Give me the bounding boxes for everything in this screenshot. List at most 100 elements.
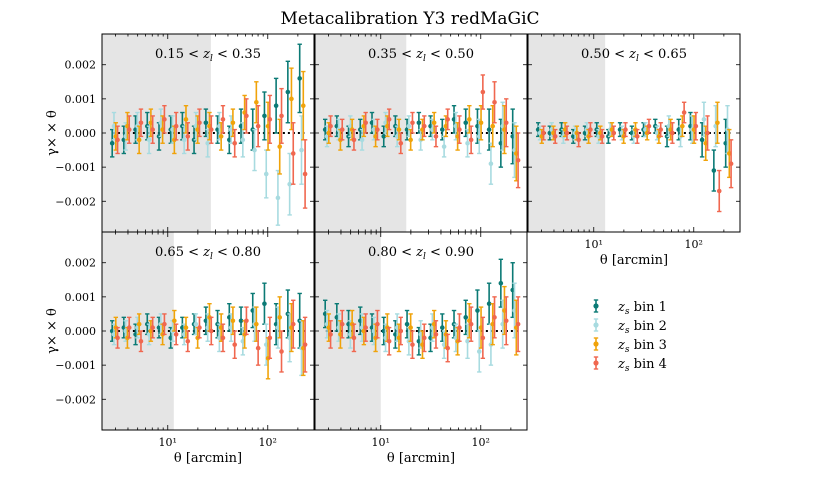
data-point bbox=[252, 147, 257, 153]
y-tick-label: −0.002 bbox=[55, 393, 96, 406]
x-tick-label: 10¹ bbox=[372, 436, 390, 449]
data-point bbox=[476, 349, 482, 354]
data-point bbox=[240, 137, 246, 143]
data-point bbox=[457, 325, 462, 330]
data-point bbox=[185, 338, 191, 344]
data-point bbox=[441, 144, 447, 149]
y-tick-label: −0.002 bbox=[55, 195, 96, 208]
panel-4: 0.65 < zl < 0.80 −0.002 −0.001 0.000 0.001 0.… bbox=[45, 231, 315, 466]
data-point bbox=[136, 321, 142, 327]
data-point bbox=[681, 110, 687, 115]
data-point bbox=[218, 134, 224, 139]
data-point bbox=[421, 123, 427, 129]
data-point bbox=[183, 325, 189, 330]
data-point bbox=[203, 120, 209, 126]
data-point bbox=[410, 120, 415, 126]
legend-marker bbox=[593, 303, 599, 309]
data-point bbox=[386, 338, 392, 344]
data-point bbox=[255, 123, 261, 129]
data-point bbox=[375, 127, 380, 132]
legend-label: zs bin 2 bbox=[617, 319, 667, 336]
data-point bbox=[467, 117, 472, 122]
data-point bbox=[150, 127, 155, 132]
data-point bbox=[115, 335, 120, 341]
data-point bbox=[150, 325, 155, 330]
data-point bbox=[109, 140, 115, 146]
data-point bbox=[208, 328, 214, 334]
data-point bbox=[431, 120, 437, 126]
data-point bbox=[279, 349, 284, 354]
legend: zs bin 1 zs bin 2 zs bin 3 zs bin 4 bbox=[593, 299, 667, 374]
data-point bbox=[480, 89, 486, 95]
panel-label: 0.35 < zl < 0.50 bbox=[368, 47, 474, 64]
data-point bbox=[440, 127, 445, 132]
data-point bbox=[468, 137, 474, 143]
data-point bbox=[205, 140, 210, 146]
series-3 bbox=[113, 67, 306, 175]
data-point bbox=[381, 134, 387, 139]
data-point bbox=[488, 161, 494, 167]
data-point bbox=[162, 321, 167, 327]
data-point bbox=[503, 318, 509, 324]
data-point bbox=[173, 123, 179, 129]
data-point bbox=[208, 127, 214, 132]
data-point bbox=[634, 134, 640, 139]
data-point bbox=[197, 325, 202, 330]
data-point bbox=[363, 325, 368, 330]
data-point bbox=[486, 127, 492, 132]
data-point bbox=[408, 325, 413, 330]
legend-marker bbox=[593, 360, 599, 366]
data-point bbox=[701, 117, 707, 122]
data-point bbox=[515, 321, 521, 327]
data-point bbox=[220, 117, 226, 122]
data-point bbox=[711, 168, 717, 173]
data-point bbox=[463, 120, 469, 126]
data-point bbox=[302, 171, 308, 177]
y-axis-label: γ× × θ bbox=[45, 308, 60, 354]
legend-item-1: zs bin 1 bbox=[593, 299, 667, 317]
data-point bbox=[705, 130, 710, 136]
series-4 bbox=[115, 299, 308, 373]
x-axis-label: θ [arcmin] bbox=[600, 253, 668, 268]
data-point bbox=[302, 342, 308, 347]
series-4 bbox=[328, 74, 521, 189]
data-point bbox=[486, 301, 492, 306]
data-point bbox=[408, 137, 413, 143]
data-point bbox=[287, 181, 292, 187]
data-point bbox=[359, 137, 365, 143]
data-point bbox=[433, 134, 439, 139]
data-point bbox=[146, 137, 152, 143]
data-point bbox=[230, 318, 236, 324]
data-point bbox=[658, 127, 664, 132]
data-point bbox=[468, 321, 474, 327]
data-point bbox=[289, 96, 294, 102]
data-point bbox=[693, 123, 699, 129]
legend-label: zs bin 1 bbox=[617, 300, 667, 317]
data-point bbox=[267, 117, 273, 122]
x-tick-label: 10¹ bbox=[159, 436, 177, 449]
data-point bbox=[297, 76, 302, 81]
data-point bbox=[492, 99, 497, 105]
y-tick-label: 0.000 bbox=[65, 325, 97, 338]
x-axis-label: θ [arcmin] bbox=[387, 451, 455, 466]
data-point bbox=[445, 345, 451, 351]
x-tick-label: 10² bbox=[685, 238, 703, 251]
x-tick-label: 10² bbox=[259, 436, 277, 449]
data-point bbox=[339, 127, 345, 132]
data-point bbox=[220, 335, 226, 341]
data-point bbox=[421, 335, 427, 341]
data-point bbox=[457, 127, 462, 132]
legend-label: zs bin 3 bbox=[617, 338, 667, 355]
data-point bbox=[623, 127, 628, 132]
panel-3: 0.50 < zl < 0.65 10¹ 10² θ [arcmin] bbox=[527, 33, 741, 268]
data-point bbox=[404, 321, 410, 327]
data-point bbox=[416, 120, 422, 126]
data-point bbox=[351, 335, 357, 341]
panel-data bbox=[535, 101, 734, 213]
data-point bbox=[115, 137, 120, 143]
data-point bbox=[238, 318, 244, 324]
panel-data bbox=[322, 258, 521, 373]
data-point bbox=[465, 140, 470, 146]
data-point bbox=[299, 147, 304, 153]
panel-data bbox=[322, 74, 521, 189]
